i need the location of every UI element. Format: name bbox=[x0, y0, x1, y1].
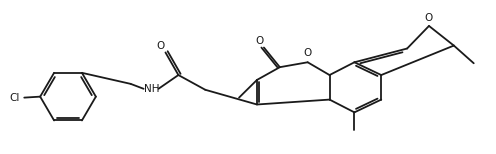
Text: Cl: Cl bbox=[9, 93, 19, 103]
Text: NH: NH bbox=[144, 84, 159, 94]
Text: O: O bbox=[256, 36, 264, 46]
Text: O: O bbox=[425, 13, 433, 23]
Text: O: O bbox=[304, 48, 312, 58]
Text: O: O bbox=[156, 41, 165, 51]
